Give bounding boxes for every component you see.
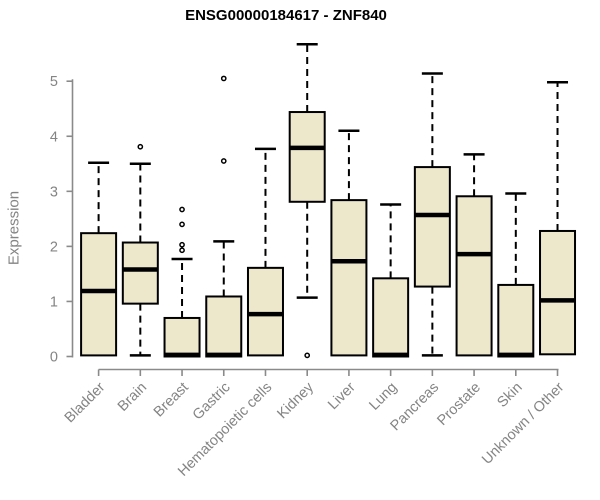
x-tick-label: Brain	[115, 380, 150, 415]
x-tick-label: Breast	[151, 380, 192, 421]
outlier-point	[179, 206, 185, 213]
outlier-point	[179, 241, 185, 248]
x-tick-label: Kidney	[274, 379, 317, 422]
iqr-box	[205, 295, 243, 358]
outlier-point	[220, 75, 227, 82]
y-tick-label: 3	[50, 184, 58, 200]
iqr-box	[163, 316, 201, 358]
y-tick-label: 5	[50, 74, 58, 90]
y-tick-label: 1	[50, 294, 58, 310]
iqr-box	[455, 195, 493, 357]
iqr-box	[330, 199, 368, 357]
iqr-box	[497, 283, 535, 358]
y-tick-label: 2	[50, 239, 58, 255]
x-tick-label: Lung	[366, 380, 400, 414]
x-tick-label: Prostate	[434, 380, 483, 429]
iqr-box	[413, 166, 451, 288]
outlier-point	[304, 352, 311, 359]
x-tick-label: Liver	[325, 379, 359, 413]
outlier-point	[179, 247, 185, 254]
iqr-box	[246, 266, 284, 357]
iqr-box	[539, 229, 577, 356]
chart-title: ENSG00000184617 - ZNF840	[185, 7, 387, 24]
iqr-box	[121, 241, 159, 305]
y-tick-label: 4	[50, 129, 58, 145]
y-tick-label: 0	[50, 350, 58, 366]
iqr-box	[372, 277, 410, 358]
iqr-box	[80, 232, 118, 357]
outlier-point	[137, 143, 144, 150]
x-tick-label: Skin	[494, 380, 525, 411]
outlier-point	[179, 221, 185, 228]
outlier-point	[220, 158, 227, 164]
iqr-box	[288, 111, 326, 203]
x-tick-label: Bladder	[62, 379, 109, 426]
